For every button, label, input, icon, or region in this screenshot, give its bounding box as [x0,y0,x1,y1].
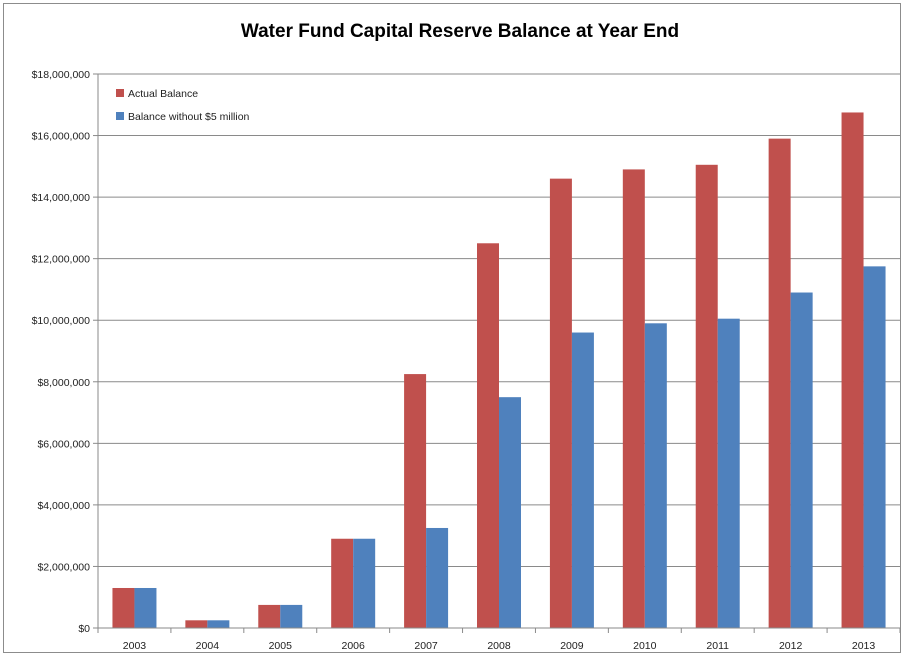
axes [97,74,901,633]
legend-label: Actual Balance [128,88,198,100]
bars [112,112,886,629]
bar-actual-balance [185,620,208,628]
x-tick-label: 2008 [487,640,511,652]
bar-balance-without-5-million [353,538,376,628]
bar-balance-without-5-million [499,397,521,628]
y-tick-label: $12,000,000 [32,254,91,266]
bar-balance-without-5-million [134,587,157,628]
bar-actual-balance [477,243,499,628]
bar-balance-without-5-million [644,323,667,628]
x-tick-label: 2006 [342,640,366,652]
x-tick-label: 2012 [779,640,803,652]
legend-swatch [116,112,124,120]
y-tick-label: $2,000,000 [37,561,90,573]
y-tick-label: $8,000,000 [37,377,90,389]
y-tick-label: $4,000,000 [37,500,90,512]
x-tick-label: 2005 [269,640,293,652]
bar-actual-balance [404,374,427,628]
y-tick-label: $16,000,000 [32,131,91,143]
y-tick-label: $10,000,000 [32,315,91,327]
chart-frame [3,3,901,653]
x-tick-labels: 2003 2004 2005 2006 2007 2008 2009 2010 2011 2012… [123,640,876,652]
x-tick-label: 2003 [123,640,147,652]
bar-balance-without-5-million [790,292,813,628]
bar-balance-without-5-million [426,527,449,628]
y-tick-label: $18,000,000 [32,69,91,81]
y-tick-label: $14,000,000 [32,192,91,204]
bar-balance-without-5-million [280,604,303,628]
y-tick-label: $0 [78,623,90,635]
bar-actual-balance [622,169,645,628]
bar-actual-balance [768,138,791,628]
legend: Actual Balance Balance without $5 million [116,88,250,123]
x-tick-label: 2007 [414,640,438,652]
x-tick-label: 2009 [560,640,584,652]
x-tick-label: 2004 [196,640,220,652]
y-tick-label: $6,000,000 [37,438,90,450]
bar-actual-balance [112,587,135,628]
bar-balance-without-5-million [571,332,594,628]
bar-balance-without-5-million [207,620,230,628]
bar-actual-balance [258,604,281,628]
chart-title: Water Fund Capital Reserve Balance at Ye… [241,21,679,42]
bar-balance-without-5-million [717,318,740,628]
x-tick-label: 2010 [633,640,657,652]
bar-actual-balance [549,178,572,628]
x-tick-label: 2011 [706,640,729,652]
legend-swatch [116,89,124,97]
y-tick-labels: $0 $2,000,000 $4,000,000 $6,000,000 $8,000,0… [32,69,91,635]
bar-actual-balance [695,164,718,629]
bar-balance-without-5-million [863,266,886,628]
bar-actual-balance [331,538,354,628]
bar-actual-balance [841,112,864,628]
legend-label: Balance without $5 million [128,111,250,123]
x-tick-label: 2013 [852,640,876,652]
